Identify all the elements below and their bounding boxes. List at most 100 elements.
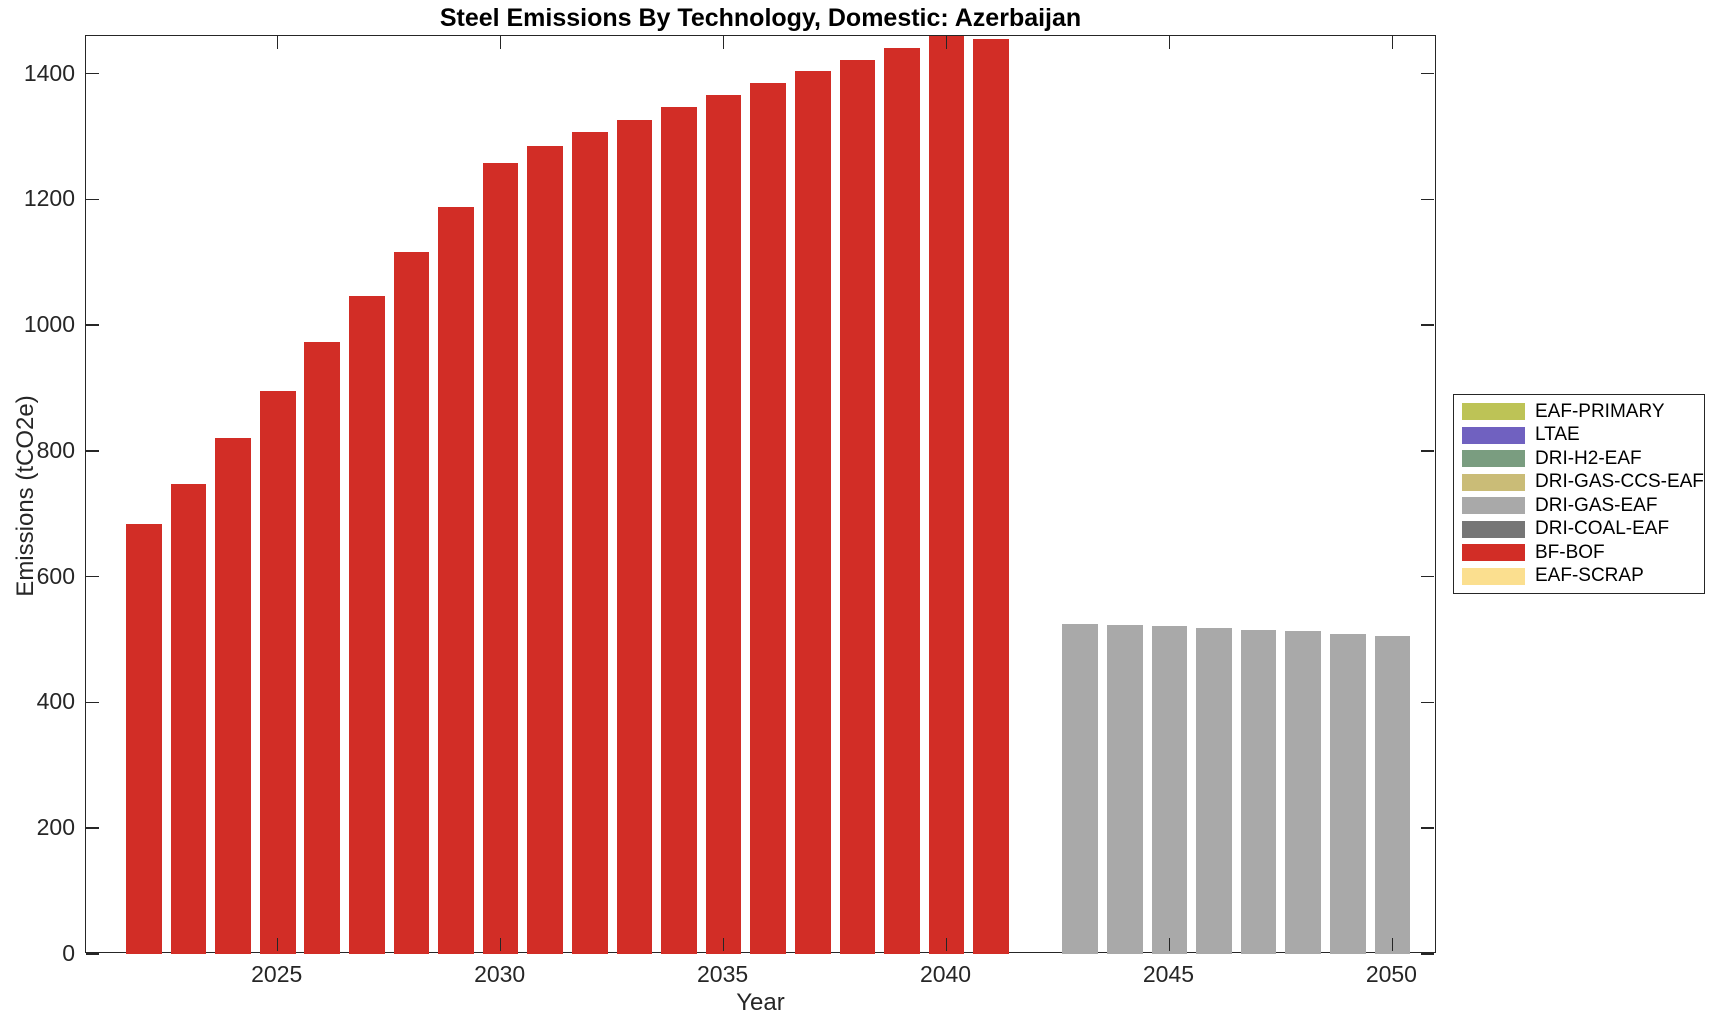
x-tick-top-2025 [276,36,279,49]
bar-bf-bof-2027 [349,295,385,954]
bar-dri-gas-eaf-2050 [1374,636,1411,954]
y-tick-800 [86,450,99,452]
legend-item-eaf-primary: EAF-PRIMARY [1454,400,1704,424]
x-axis-label: Year [736,989,785,1016]
x-tick-label-2040: 2040 [919,961,972,987]
bar-dri-gas-eaf-2045 [1151,626,1188,954]
x-tick-2035 [722,938,725,951]
y-tick-1400 [86,72,99,75]
y-tick-right-1000 [1421,324,1434,326]
legend-swatch-dri-gas-eaf [1462,497,1525,515]
bar-dri-gas-eaf-2047 [1240,629,1277,954]
y-tick-label-1400: 1400 [23,59,75,86]
y-tick-1000 [86,324,99,326]
y-tick-1200 [86,198,99,201]
bar-bf-bof-2039 [884,47,920,954]
y-tick-right-200 [1421,827,1434,829]
legend-label-dri-gas-eaf: DRI-GAS-EAF [1535,494,1658,516]
y-tick-400 [86,701,99,704]
legend-swatch-eaf-primary [1462,403,1525,421]
x-tick-label-2050: 2050 [1365,961,1417,987]
x-tick-top-2035 [722,36,725,49]
legend-item-dri-gas-eaf: DRI-GAS-EAF [1454,494,1704,518]
legend-item-dri-coal-eaf: DRI-COAL-EAF [1454,518,1704,542]
x-tick-2030 [499,938,502,951]
bar-bf-bof-2028 [393,251,430,954]
legend: EAF-PRIMARY LTAE DRI-H2-EAF DRI-GAS-CCS-EAF… [1453,394,1705,594]
bar-bf-bof-2041 [973,39,1009,954]
y-tick-right-800 [1421,450,1434,452]
y-tick-label-800: 800 [36,436,75,463]
bar-bf-bof-2033 [616,119,653,954]
bar-bf-bof-2038 [839,59,876,954]
bar-bf-bof-2034 [661,107,697,954]
bar-bf-bof-2026 [304,341,341,954]
bar-dri-gas-eaf-2049 [1329,633,1366,954]
x-tick-top-2030 [499,36,502,49]
bar-bf-bof-2030 [482,163,519,954]
legend-label-bf-bof: BF-BOF [1535,541,1605,563]
bar-bf-bof-2023 [170,483,207,954]
x-tick-label-2035: 2035 [697,961,749,987]
y-tick-label-400: 400 [36,688,75,715]
y-tick-right-0 [1421,953,1434,955]
x-tick-2040 [945,938,948,951]
bar-bf-bof-2029 [438,207,474,954]
legend-item-eaf-scrap: EAF-SCRAP [1454,565,1704,589]
legend-item-bf-bof: BF-BOF [1454,541,1704,565]
legend-label-eaf-primary: EAF-PRIMARY [1535,400,1665,422]
bar-bf-bof-2022 [126,523,162,954]
legend-label-ltae: LTAE [1535,424,1580,446]
bar-bf-bof-2032 [572,131,608,954]
x-tick-label-2030: 2030 [474,961,526,987]
x-tick-label-2025: 2025 [251,961,303,987]
y-tick-right-600 [1421,575,1434,578]
x-tick-2050 [1391,938,1394,951]
x-tick-label-2045: 2045 [1142,961,1195,987]
legend-item-ltae: LTAE [1454,424,1704,448]
legend-label-dri-h2-eaf: DRI-H2-EAF [1535,447,1642,469]
y-tick-label-1200: 1200 [23,185,75,212]
y-tick-right-400 [1421,701,1434,704]
x-tick-top-2045 [1168,36,1171,49]
x-tick-2045 [1168,938,1171,951]
x-tick-top-2050 [1391,36,1394,49]
bar-bf-bof-2024 [215,438,251,954]
bar-dri-gas-eaf-2046 [1196,628,1232,954]
y-tick-label-1000: 1000 [23,311,75,338]
legend-label-eaf-scrap: EAF-SCRAP [1535,565,1644,587]
y-tick-label-0: 0 [62,940,75,966]
legend-label-dri-coal-eaf: DRI-COAL-EAF [1535,518,1670,540]
legend-swatch-eaf-scrap [1462,567,1525,585]
legend-item-dri-h2-eaf: DRI-H2-EAF [1454,447,1704,471]
bar-bf-bof-2031 [527,146,564,954]
legend-swatch-bf-bof [1462,544,1525,562]
chart-title: Steel Emissions By Technology, Domestic:… [439,4,1082,32]
x-tick-top-2040 [945,36,948,49]
legend-swatch-dri-gas-ccs-eaf [1462,473,1525,491]
y-tick-label-600: 600 [36,562,75,589]
y-tick-label-200: 200 [36,814,75,841]
bar-dri-gas-eaf-2043 [1062,623,1099,954]
bar-bf-bof-2037 [794,71,831,954]
legend-label-dri-gas-ccs-eaf: DRI-GAS-CCS-EAF [1535,471,1704,493]
bar-dri-gas-eaf-2048 [1285,631,1322,954]
x-tick-2025 [276,938,279,951]
y-axis-label: Emissions (tCO2e) [12,395,39,597]
y-tick-right-1400 [1421,72,1434,75]
legend-swatch-dri-h2-eaf [1462,450,1525,468]
legend-swatch-ltae [1462,426,1525,444]
y-tick-200 [86,827,99,829]
legend-swatch-dri-coal-eaf [1462,520,1525,538]
bar-dri-gas-eaf-2044 [1107,625,1143,954]
legend-item-dri-gas-ccs-eaf: DRI-GAS-CCS-EAF [1454,471,1704,495]
bar-bf-bof-2040 [928,36,965,954]
bar-bf-bof-2036 [750,82,786,954]
y-tick-right-1200 [1421,198,1434,201]
bar-bf-bof-2025 [259,390,296,954]
y-tick-0 [86,953,99,955]
y-tick-600 [86,575,99,578]
bar-bf-bof-2035 [705,95,742,954]
plot-area [85,35,1436,955]
